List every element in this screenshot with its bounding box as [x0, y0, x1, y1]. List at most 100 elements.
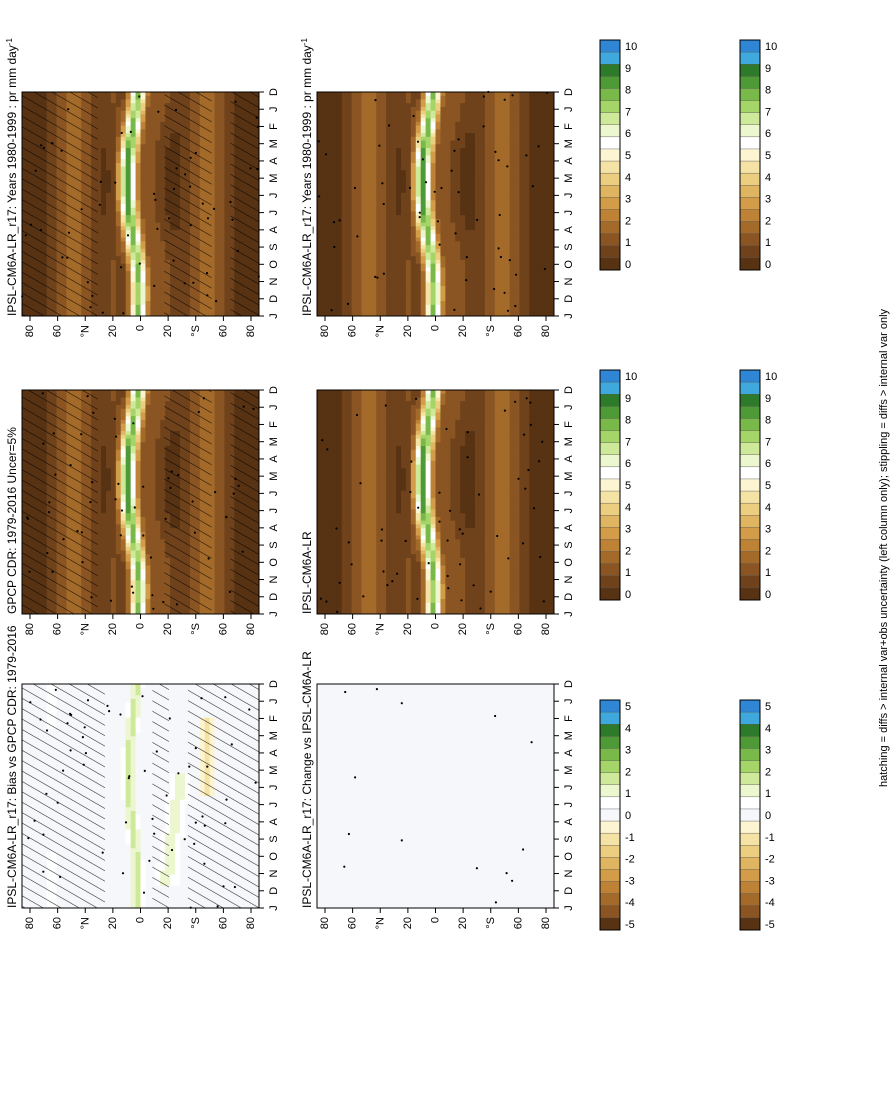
heatmap-cell — [145, 118, 151, 123]
heatmap-cell — [96, 304, 102, 309]
heatmap-cell — [214, 278, 220, 283]
heatmap-cell — [160, 404, 166, 410]
heatmap-cell — [224, 404, 230, 410]
heatmap-cell — [125, 114, 132, 119]
heatmap-cell — [219, 118, 225, 123]
heatmap-cell — [110, 252, 117, 257]
heatmap-cell — [219, 162, 225, 168]
heatmap-cell — [140, 136, 146, 141]
stipple-dot — [213, 207, 216, 210]
heatmap-cell — [145, 286, 151, 291]
heatmap-cell — [150, 233, 156, 238]
heatmap-cell — [219, 211, 225, 216]
heatmap-cell — [96, 248, 102, 253]
heatmap-cell — [224, 222, 230, 227]
heatmap-cell — [120, 494, 127, 499]
heatmap-cell — [214, 144, 220, 149]
heatmap-cell — [224, 539, 230, 544]
heatmap-cell — [96, 274, 102, 280]
heatmap-cell — [130, 121, 136, 126]
heatmap-cell — [101, 125, 107, 130]
heatmap-cell — [224, 133, 230, 138]
heatmap-cell — [214, 103, 220, 108]
heatmap-cell — [214, 416, 220, 421]
heatmap-cell — [135, 271, 141, 276]
heatmap-cell — [145, 390, 151, 395]
heatmap-cell — [110, 226, 117, 231]
heatmap-cell — [209, 404, 215, 410]
heatmap-cell — [135, 408, 141, 413]
heatmap-cell — [105, 271, 112, 276]
heatmap-cell — [115, 136, 122, 141]
heatmap-cell — [214, 170, 220, 175]
heatmap-cell — [140, 252, 146, 257]
heatmap-cell — [135, 502, 141, 507]
heatmap-cell — [110, 475, 117, 480]
heatmap-cell — [209, 237, 215, 242]
heatmap-cell — [150, 192, 156, 197]
heatmap-cell — [145, 95, 151, 100]
heatmap-cell — [209, 267, 215, 272]
month-label: A — [268, 226, 280, 234]
heatmap-cell — [125, 181, 132, 186]
heatmap-cell — [224, 446, 230, 451]
heatmap-cell — [160, 543, 166, 548]
heatmap-cell — [105, 543, 112, 548]
heatmap-cell — [224, 393, 230, 398]
heatmap-cell — [219, 516, 225, 522]
heatmap-cell — [96, 393, 102, 398]
heatmap-cell — [214, 438, 220, 443]
heatmap-cell — [160, 245, 166, 250]
heatmap-cell — [120, 166, 127, 171]
heatmap-cell — [214, 304, 220, 309]
heatmap-cell — [140, 248, 146, 253]
heatmap-cell — [125, 226, 132, 231]
heatmap-cell — [140, 490, 146, 495]
heatmap-cell — [209, 140, 215, 145]
heatmap-cell — [115, 103, 122, 108]
heatmap-cell — [150, 301, 156, 306]
heatmap-cell — [115, 408, 122, 413]
heatmap-cell — [224, 286, 230, 291]
heatmap-cell — [110, 245, 117, 250]
heatmap-cell — [115, 226, 122, 231]
heatmap-cell — [160, 412, 166, 417]
heatmap-cell — [145, 509, 151, 514]
heatmap-cell — [110, 297, 117, 302]
heatmap-cell — [101, 200, 107, 205]
heatmap-cell — [105, 99, 112, 104]
heatmap-cell — [209, 289, 215, 294]
heatmap-cell — [209, 207, 215, 212]
heatmap-cell — [101, 237, 107, 242]
heatmap-cell — [125, 301, 132, 306]
heatmap-cell — [110, 397, 117, 402]
heatmap-cell — [160, 99, 166, 104]
heatmap-cell — [150, 543, 156, 548]
heatmap-cell — [125, 151, 132, 156]
heatmap-cell — [130, 196, 136, 201]
heatmap-cell — [115, 419, 122, 424]
heatmap-cell — [219, 446, 225, 451]
heatmap-cell — [135, 222, 141, 227]
heatmap-cell — [224, 170, 230, 175]
heatmap-cell — [145, 185, 151, 190]
heatmap-cell — [209, 312, 215, 317]
heatmap-cell — [115, 215, 122, 220]
heatmap-cell — [135, 256, 141, 261]
heatmap-cell — [150, 412, 156, 417]
heatmap-cell — [160, 434, 166, 439]
heatmap-cell — [224, 498, 230, 503]
heatmap-cell — [155, 431, 161, 436]
heatmap-cell — [155, 483, 161, 488]
heatmap-cell — [224, 464, 230, 469]
heatmap-cell — [135, 274, 141, 280]
heatmap-cell — [224, 230, 230, 235]
heatmap-cell — [214, 301, 220, 306]
heatmap-cell — [140, 301, 146, 306]
heatmap-cell — [150, 494, 156, 499]
heatmap-cell — [135, 472, 141, 477]
heatmap-cell — [214, 390, 220, 395]
heatmap-cell — [101, 401, 107, 406]
heatmap-cell — [150, 245, 156, 250]
